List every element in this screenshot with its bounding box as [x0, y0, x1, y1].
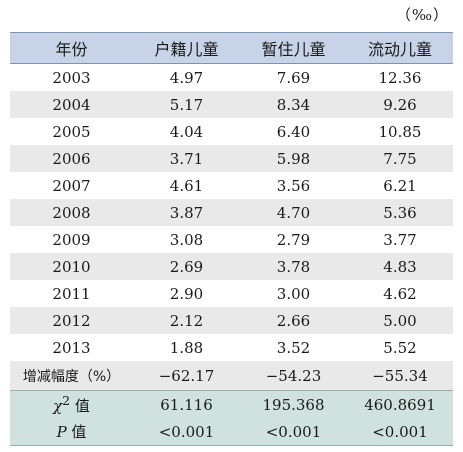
value-cell: 4.97 [169, 68, 204, 87]
p-value: <0.001 [372, 422, 428, 441]
p-value: <0.001 [265, 422, 322, 441]
value-cell: 3.87 [169, 203, 204, 222]
value-cell: 2.90 [169, 284, 204, 303]
p-value-label: P 值 [10, 418, 133, 446]
table-row: 2011 2.90 3.00 4.62 [10, 280, 453, 307]
table-row: 2009 3.08 2.79 3.77 [10, 226, 453, 253]
value-cell: 6.21 [383, 176, 417, 195]
year-cell: 2013 [52, 338, 91, 357]
year-cell: 2010 [52, 257, 91, 276]
header-temporary-children: 暂住儿童 [261, 40, 326, 59]
chi-square-row: χ2 值 61.116 195.368 460.8691 [10, 390, 453, 419]
value-cell: 3.08 [169, 230, 204, 249]
p-symbol: P [56, 423, 67, 441]
chi-symbol: χ [53, 397, 63, 415]
value-cell: 1.88 [169, 338, 204, 357]
change-rate-value: −55.34 [372, 366, 428, 385]
value-cell: 4.83 [383, 257, 417, 276]
value-cell: 4.70 [276, 203, 311, 222]
table-row: 2004 5.17 8.34 9.26 [10, 91, 453, 118]
table-row: 2010 2.69 3.78 4.83 [10, 253, 453, 280]
value-cell: 5.00 [383, 311, 417, 330]
value-cell: 3.52 [276, 338, 311, 357]
table-row: 2008 3.87 4.70 5.36 [10, 199, 453, 226]
value-cell: 8.34 [276, 95, 311, 114]
value-cell: 6.40 [276, 122, 311, 141]
header-year: 年份 [55, 40, 88, 59]
header-row: 年份 户籍儿童 暂住儿童 流动儿童 [10, 32, 453, 64]
header-migrant-children: 流动儿童 [367, 40, 432, 59]
chi-word: 值 [70, 397, 90, 415]
year-cell: 2009 [52, 230, 91, 249]
table-row: 2003 4.97 7.69 12.36 [10, 63, 453, 91]
chi-superscript: 2 [62, 393, 71, 408]
value-cell: 3.71 [169, 149, 204, 168]
p-word: 值 [66, 423, 87, 441]
year-cell: 2007 [52, 176, 91, 195]
value-cell: 3.77 [383, 230, 417, 249]
unit-label: （‰） [395, 6, 449, 24]
change-rate-value: −54.23 [265, 366, 322, 385]
value-cell: 2.79 [276, 230, 311, 249]
value-cell: 7.75 [383, 149, 417, 168]
chi-square-value: 61.116 [160, 395, 213, 414]
header-registered-children: 户籍儿童 [154, 40, 219, 59]
value-cell: 4.62 [383, 284, 417, 303]
table-row: 2006 3.71 5.98 7.75 [10, 145, 453, 172]
chi-square-value: 460.8691 [364, 395, 436, 414]
value-cell: 3.56 [276, 176, 311, 195]
chi-square-value: 195.368 [262, 395, 325, 414]
change-rate-value: −62.17 [158, 366, 215, 385]
value-cell: 2.69 [169, 257, 204, 276]
year-cell: 2012 [52, 311, 91, 330]
value-cell: 7.69 [276, 68, 311, 87]
value-cell: 4.04 [169, 122, 204, 141]
year-cell: 2006 [52, 149, 91, 168]
year-cell: 2011 [52, 284, 91, 303]
value-cell: 3.00 [276, 284, 311, 303]
value-cell: 10.85 [378, 122, 422, 141]
value-cell: 4.61 [169, 176, 204, 195]
table-row: 2005 4.04 6.40 10.85 [10, 118, 453, 145]
value-cell: 12.36 [378, 68, 422, 87]
year-cell: 2008 [52, 203, 91, 222]
change-rate-label: 增减幅度（%） [22, 368, 121, 385]
value-cell: 2.66 [276, 311, 311, 330]
value-cell: 5.52 [383, 338, 417, 357]
change-rate-row: 增减幅度（%） −62.17 −54.23 −55.34 [10, 361, 453, 391]
table-row: 2013 1.88 3.52 5.52 [10, 334, 453, 361]
value-cell: 2.12 [169, 311, 204, 330]
data-table: 年份 户籍儿童 暂住儿童 流动儿童 2003 4.97 7.69 12.36 2… [10, 32, 453, 446]
value-cell: 9.26 [383, 95, 417, 114]
year-cell: 2004 [52, 95, 91, 114]
value-cell: 5.98 [276, 149, 311, 168]
value-cell: 3.78 [276, 257, 311, 276]
year-cell: 2005 [52, 122, 91, 141]
chi-square-label: χ2 值 [10, 391, 133, 419]
p-value: <0.001 [158, 422, 215, 441]
table-row: 2012 2.12 2.66 5.00 [10, 307, 453, 334]
value-cell: 5.17 [169, 95, 204, 114]
table-row: 2007 4.61 3.56 6.21 [10, 172, 453, 199]
value-cell: 5.36 [383, 203, 417, 222]
p-value-row: P 值 <0.001 <0.001 <0.001 [10, 418, 453, 446]
year-cell: 2003 [52, 68, 91, 87]
